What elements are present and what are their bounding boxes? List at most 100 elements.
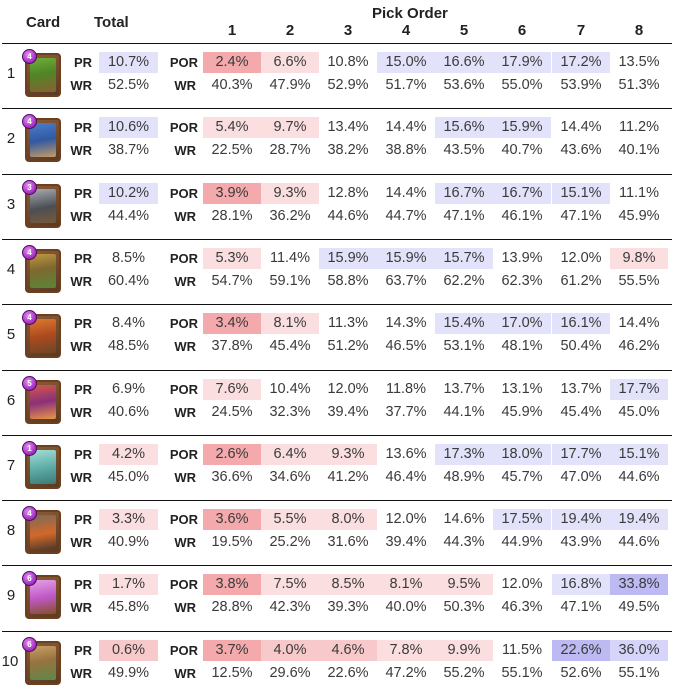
por-label: POR bbox=[169, 577, 198, 593]
pick-order-win-rate-6: 45.9% bbox=[501, 403, 543, 420]
pick-order-rate-1: 3.8% bbox=[203, 574, 261, 596]
pr-label: PR bbox=[73, 316, 92, 332]
goblin-hut-card-icon: 4 bbox=[22, 244, 61, 293]
pick-wr-label: WR bbox=[174, 665, 196, 681]
pick-order-win-rate-8: 46.2% bbox=[618, 338, 660, 355]
pick-order-rate-6: 11.5% bbox=[501, 641, 543, 658]
row-number: 8 bbox=[6, 522, 16, 540]
pick-order-win-rate-5: 48.9% bbox=[443, 468, 485, 485]
total-win-rate: 48.5% bbox=[107, 338, 150, 355]
por-label: POR bbox=[169, 316, 198, 332]
goblin-barrel-card-icon: 4 bbox=[22, 49, 61, 97]
pick-order-win-rate-2: 59.1% bbox=[269, 272, 311, 289]
pr-label: PR bbox=[73, 120, 92, 136]
pick-order-rate-5: 15.6% bbox=[435, 117, 493, 139]
pick-order-rate-5: 13.7% bbox=[443, 380, 485, 397]
row-separator bbox=[2, 43, 672, 44]
pick-order-win-rate-5: 55.2% bbox=[443, 664, 485, 681]
pick-order-rate-7: 17.7% bbox=[552, 443, 610, 465]
total-win-rate: 40.6% bbox=[107, 403, 150, 420]
pick-order-win-rate-4: 40.0% bbox=[385, 599, 427, 616]
row-number: 3 bbox=[6, 195, 16, 213]
pick-order-win-rate-7: 47.1% bbox=[560, 599, 602, 616]
pick-order-rate-2: 9.7% bbox=[261, 117, 319, 139]
pick-order-win-rate-6: 44.9% bbox=[501, 534, 543, 551]
pick-order-win-rate-1: 28.8% bbox=[211, 599, 253, 616]
pick-order-rate-6: 13.1% bbox=[501, 380, 543, 397]
pick-order-win-rate-8: 44.6% bbox=[618, 468, 660, 485]
pick-order-rate-6: 17.5% bbox=[493, 509, 551, 531]
pick-order-rate-1: 3.6% bbox=[203, 509, 261, 531]
barbarian-hut-card-icon: 6 bbox=[22, 636, 61, 685]
pick-order-rate-6: 15.9% bbox=[493, 117, 551, 139]
pick-order-rate-4: 8.1% bbox=[377, 574, 435, 596]
pick-order-win-rate-6: 45.7% bbox=[501, 468, 543, 485]
card-art bbox=[30, 319, 56, 354]
pick-order-rate-5: 15.4% bbox=[435, 313, 493, 335]
por-label: POR bbox=[169, 120, 198, 136]
pick-order-win-rate-7: 61.2% bbox=[560, 272, 602, 289]
total-pick-rate: 10.2% bbox=[99, 182, 158, 204]
elixir-cost-badge: 4 bbox=[22, 49, 37, 64]
pick-wr-label: WR bbox=[174, 535, 196, 551]
row-number: 2 bbox=[6, 130, 16, 148]
por-label: POR bbox=[169, 250, 198, 266]
pick-order-win-rate-7: 47.1% bbox=[560, 207, 602, 224]
wr-label: WR bbox=[70, 273, 92, 289]
pick-order-win-rate-8: 49.5% bbox=[618, 599, 660, 616]
pick-order-win-rate-7: 50.4% bbox=[560, 338, 602, 355]
wr-label: WR bbox=[70, 469, 92, 485]
pick-order-rate-8: 15.1% bbox=[610, 443, 668, 465]
pick-order-rate-7: 19.4% bbox=[552, 509, 610, 531]
pick-order-win-rate-2: 32.3% bbox=[269, 403, 311, 420]
pick-order-win-rate-8: 45.9% bbox=[618, 207, 660, 224]
ice-spirit-card-icon: 1 bbox=[22, 440, 61, 489]
pick-order-win-rate-3: 39.4% bbox=[327, 403, 369, 420]
card-art bbox=[30, 384, 56, 419]
pick-order-win-rate-1: 12.5% bbox=[211, 664, 253, 681]
total-pick-rate: 8.4% bbox=[111, 315, 146, 332]
wizard-card-icon: 5 bbox=[22, 375, 61, 424]
pick-order-win-rate-2: 29.6% bbox=[269, 664, 311, 681]
pick-order-win-rate-7: 52.6% bbox=[560, 664, 602, 681]
elixir-cost-badge: 4 bbox=[22, 310, 37, 326]
por-label: POR bbox=[169, 185, 198, 201]
total-pick-rate: 4.2% bbox=[99, 443, 158, 465]
pr-label: PR bbox=[73, 577, 92, 593]
por-label: POR bbox=[169, 642, 198, 658]
total-pick-rate: 10.6% bbox=[99, 117, 158, 139]
card-art bbox=[30, 253, 56, 288]
pick-order-win-rate-1: 40.3% bbox=[211, 77, 253, 93]
pick-order-win-rate-6: 46.1% bbox=[501, 207, 543, 224]
pick-order-rate-5: 15.7% bbox=[435, 247, 493, 269]
por-label: POR bbox=[169, 512, 198, 528]
pick-order-rate-2: 5.5% bbox=[261, 509, 319, 531]
elixir-cost-badge: 4 bbox=[22, 114, 37, 130]
pick-order-rate-8: 17.7% bbox=[610, 378, 668, 400]
pick-order-win-rate-5: 47.1% bbox=[443, 207, 485, 224]
magic-archer-card-icon: 4 bbox=[22, 114, 61, 163]
pick-order-rate-1: 2.6% bbox=[203, 443, 261, 465]
pick-order-rate-7: 13.7% bbox=[560, 380, 602, 397]
pick-order-rate-4: 14.4% bbox=[385, 184, 427, 201]
pick-order-win-rate-4: 44.7% bbox=[385, 207, 427, 224]
header-pick-8: 8 bbox=[634, 22, 644, 39]
row-separator bbox=[2, 304, 672, 306]
pick-order-win-rate-7: 53.9% bbox=[560, 77, 602, 93]
total-win-rate: 44.4% bbox=[107, 207, 150, 224]
pick-order-rate-1: 7.6% bbox=[203, 378, 261, 400]
header-card: Card bbox=[26, 14, 61, 31]
bomb-tower-card-icon: 4 bbox=[22, 310, 61, 359]
row-number: 6 bbox=[6, 391, 16, 409]
pick-order-rate-6: 18.0% bbox=[493, 443, 551, 465]
elixir-cost-badge: 6 bbox=[22, 636, 37, 652]
wr-label: WR bbox=[70, 78, 92, 93]
header-pick-2: 2 bbox=[285, 22, 295, 39]
card-art bbox=[30, 580, 56, 615]
pr-label: PR bbox=[73, 55, 92, 70]
pick-order-win-rate-8: 45.0% bbox=[618, 403, 660, 420]
pick-order-win-rate-3: 58.8% bbox=[327, 272, 369, 289]
row-number: 4 bbox=[6, 260, 16, 278]
pick-wr-label: WR bbox=[174, 404, 196, 420]
pick-order-rate-7: 16.1% bbox=[552, 313, 610, 335]
